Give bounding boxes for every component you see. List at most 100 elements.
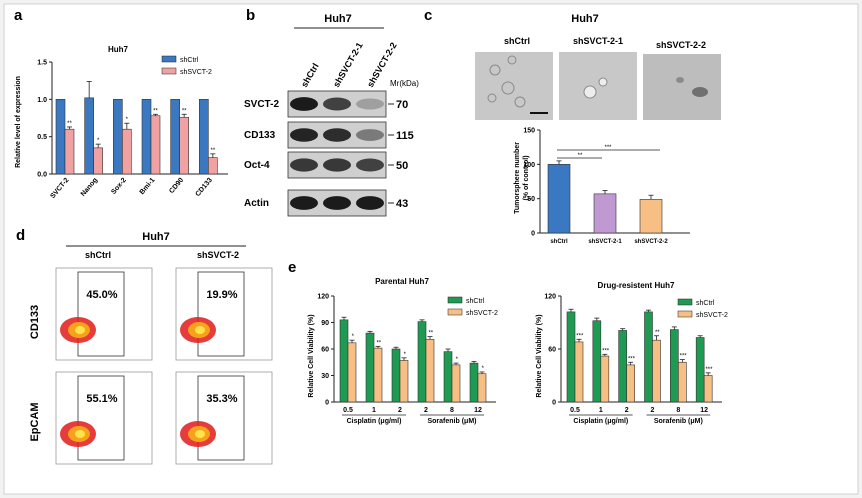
flow-plot-frame <box>175 371 273 465</box>
legend-label-shsvct2: shSVCT-2 <box>180 69 212 76</box>
panel-c-label: c <box>424 7 432 24</box>
legend-label-shsvct2: shSVCT-2 <box>466 310 498 317</box>
panel-b-label: b <box>246 7 255 24</box>
bar-shsvct2 <box>477 373 487 403</box>
blot-band <box>290 97 318 111</box>
blot-band <box>290 158 318 172</box>
y-tick-label: 1.0 <box>37 97 47 104</box>
sphere <box>692 87 708 97</box>
bar-shctrl <box>417 321 427 403</box>
bar-shsvct2 <box>208 157 218 175</box>
panel-e-ylabel-resistant: Relative Cell Viability (%) <box>536 314 543 397</box>
bar-shsvct2 <box>122 128 132 175</box>
bar-shctrl <box>199 99 209 175</box>
panel-a-title: Huh7 <box>108 45 129 54</box>
significance-star: ** <box>655 330 660 336</box>
blot-rows: SVCT-2 70 CD133 115 Oct-4 50 Actin 43 <box>244 90 414 217</box>
legend-swatch-shsvct2 <box>161 67 177 75</box>
panel-a-label: a <box>14 7 23 24</box>
panel-e-resistant-axes: 0 60 120 <box>544 294 722 407</box>
panel-e: e Parental Huh7 Drug-resistent Huh7 Rela… <box>288 259 728 425</box>
group-label-sorafenib: Sorafenib (μM) <box>427 418 476 425</box>
significance-star: * <box>404 352 407 358</box>
sphere <box>676 77 684 83</box>
significance-star: ** <box>376 340 381 346</box>
flow-col-shctrl: shCtrl <box>85 250 111 260</box>
flow-col-shsvct2: shSVCT-2 <box>197 250 239 260</box>
flow-percent: 19.9% <box>206 289 237 301</box>
bar-shsvct2 <box>678 361 687 403</box>
x-tick-label: 2 <box>651 407 655 414</box>
bar-shsvct2 <box>574 341 584 403</box>
group-label-cisplatin: Cisplatin (μg/ml) <box>573 418 628 425</box>
sig-label-2: *** <box>604 145 612 151</box>
flow-density-core <box>75 430 85 438</box>
x-tick-label: 8 <box>450 407 454 414</box>
panel-e-resistant-bars: *** 0.5 *** 1 *** 2 ** 2 *** 8 *** 12 Cisplatin (μg/… <box>566 308 713 425</box>
y-tick-label: 120 <box>544 294 556 301</box>
y-tick-label: 0 <box>325 400 329 407</box>
panel-e-title-resistant: Drug-resistent Huh7 <box>598 281 675 290</box>
blot-band <box>323 158 351 172</box>
bar-shctrl <box>141 99 152 175</box>
y-tick-label: 0 <box>552 400 556 407</box>
bar-shsvct2 <box>703 375 713 403</box>
legend-swatch-shctrl <box>677 298 693 306</box>
mw-label: 43 <box>396 198 408 210</box>
panel-d: d Huh7 shCtrl shSVCT-2 CD133 EpCAM 45.0%… <box>16 227 273 465</box>
significance-star: *** <box>705 367 713 373</box>
bar-shsvct2 <box>347 342 357 403</box>
flow-row-epcam: EpCAM <box>29 402 41 441</box>
blot-band <box>356 129 384 141</box>
sphere <box>487 93 497 103</box>
flow-density-core <box>195 326 205 334</box>
significance-star: *** <box>680 354 688 360</box>
sphere <box>583 85 597 99</box>
mw-label: 115 <box>396 130 414 142</box>
bar-shctrl <box>339 319 349 403</box>
x-tick-label: shSVCT-2-2 <box>634 239 668 245</box>
legend-swatch-shctrl <box>161 55 177 63</box>
flow-density-core <box>75 326 85 334</box>
y-tick-label: 60 <box>548 347 556 354</box>
x-tick-label: 2 <box>424 407 428 414</box>
bar-1 <box>593 193 617 234</box>
significance-star: ** <box>153 108 158 114</box>
bar-0 <box>547 164 571 234</box>
significance-star: *** <box>628 356 636 362</box>
legend-label-shsvct2: shSVCT-2 <box>696 312 728 319</box>
flow-gate <box>197 271 245 357</box>
mw-header: Mr(kDa) <box>390 79 419 88</box>
sphere <box>514 96 526 108</box>
blot-band <box>356 98 384 110</box>
panel-b-title: Huh7 <box>324 13 352 25</box>
significance-star: *** <box>602 348 610 354</box>
bar-shctrl <box>443 351 453 403</box>
bar-shsvct2 <box>652 339 661 403</box>
panel-a-bars: **SVCT-2*Nanog*Sox-2**Bmi-1**CD90**CD133 <box>49 81 218 200</box>
x-tick-label: shSVCT-2-1 <box>588 239 622 245</box>
blot-band <box>323 196 351 210</box>
legend-label-shctrl: shCtrl <box>466 298 485 305</box>
bar-shsvct2 <box>150 115 161 175</box>
flow-plot-frame <box>55 267 153 361</box>
tumorsphere-images <box>475 52 721 120</box>
blot-row-label: SVCT-2 <box>244 99 279 110</box>
y-tick-label: 100 <box>523 162 535 169</box>
panel-d-title: Huh7 <box>142 231 170 243</box>
panel-a: a Huh7 Relative level of expression 0.00… <box>14 7 228 200</box>
x-tick-label: 2 <box>625 407 629 414</box>
x-tick-label: 12 <box>474 407 482 414</box>
sphere <box>598 77 608 87</box>
blot-row-label: CD133 <box>244 130 276 141</box>
bar-shctrl <box>695 337 705 403</box>
bar-shctrl <box>170 99 180 175</box>
bar-shctrl <box>365 332 375 403</box>
significance-star: ** <box>67 121 72 127</box>
significance-star: * <box>126 117 129 123</box>
flow-plots: 45.0% 19.9% 55.1% 35.3% <box>55 267 273 465</box>
x-tick-label: 12 <box>700 407 708 414</box>
panel-e-parental-axes: 0 30 60 90 120 <box>317 294 496 407</box>
mw-label: 50 <box>396 160 408 172</box>
blot-band <box>323 128 351 142</box>
